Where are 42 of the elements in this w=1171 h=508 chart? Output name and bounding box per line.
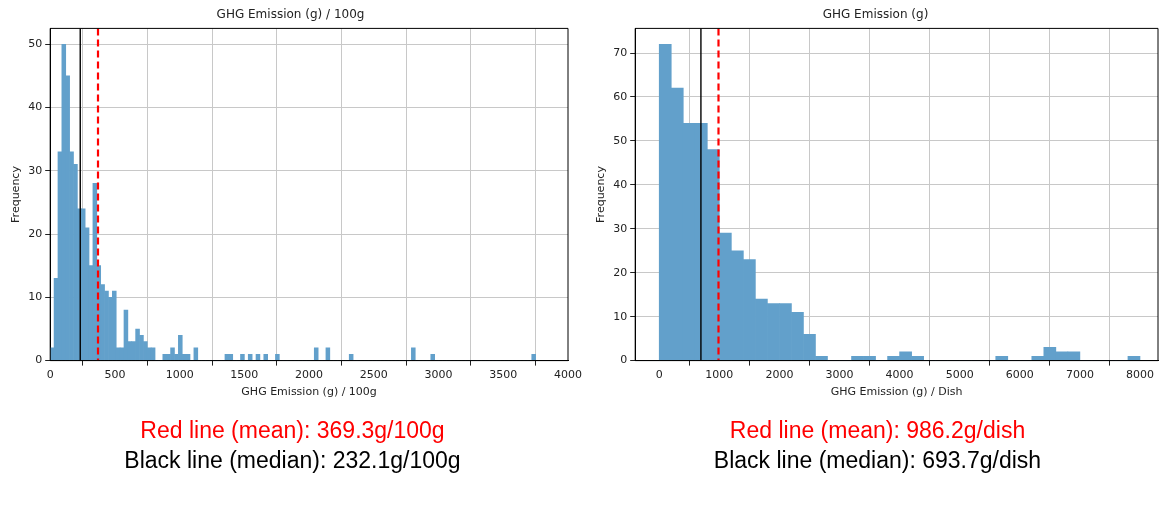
y-tick-label: 30 <box>613 221 628 235</box>
y-tick-label: 40 <box>613 177 628 191</box>
x-tick-label: 2500 <box>359 368 388 382</box>
x-tick-label: 4000 <box>885 368 914 382</box>
x-tick-label: 0 <box>655 368 663 382</box>
x-tick-label: 3000 <box>825 368 854 382</box>
x-tick-label: 3500 <box>489 368 518 382</box>
x-axis-title: GHG Emission (g) / Dish <box>830 385 963 399</box>
y-tick-label: 10 <box>613 309 628 323</box>
x-tick-label: 1000 <box>705 368 734 382</box>
chart-title: GHG Emission (g) / 100g <box>216 7 365 22</box>
y-tick-label: 10 <box>28 290 43 304</box>
x-tick-label: 4000 <box>554 368 582 382</box>
x-tick-label: 6000 <box>1005 368 1034 382</box>
y-tick-label: 40 <box>28 100 43 114</box>
y-tick-label: 70 <box>613 45 628 59</box>
y-tick-label: 30 <box>28 163 43 177</box>
x-tick-label: 500 <box>104 368 126 382</box>
x-tick-label: 2000 <box>765 368 794 382</box>
y-tick-label: 0 <box>620 353 628 367</box>
y-tick-label: 50 <box>613 133 628 147</box>
x-tick-label: 5000 <box>945 368 974 382</box>
ref-line-label: Black line (median): 232.1g/100g <box>123 446 462 475</box>
x-tick-label: 0 <box>46 368 54 382</box>
x-tick-label: 8000 <box>1125 368 1154 382</box>
x-tick-label: 3000 <box>424 368 453 382</box>
y-tick-label: 50 <box>28 37 43 51</box>
ref-line-label: Red line (mean): 369.3g/100g <box>139 416 446 445</box>
x-axis-title: GHG Emission (g) / 100g <box>241 385 377 399</box>
ref-line-label: Black line (median): 693.7g/dish <box>712 446 1043 475</box>
y-tick-label: 20 <box>613 265 628 279</box>
x-tick-label: 2000 <box>295 368 324 382</box>
y-tick-label: 0 <box>35 353 43 367</box>
x-tick-label: 7000 <box>1065 368 1094 382</box>
y-tick-label: 20 <box>28 226 43 240</box>
chart-title: GHG Emission (g) <box>822 7 929 22</box>
x-tick-label: 1500 <box>230 368 259 382</box>
y-axis-title: Frequency <box>594 165 608 223</box>
y-tick-label: 60 <box>613 89 628 103</box>
x-tick-label: 1000 <box>165 368 194 382</box>
y-axis-title: Frequency <box>9 165 23 223</box>
ref-line-label: Red line (mean): 986.2g/dish <box>728 416 1027 445</box>
